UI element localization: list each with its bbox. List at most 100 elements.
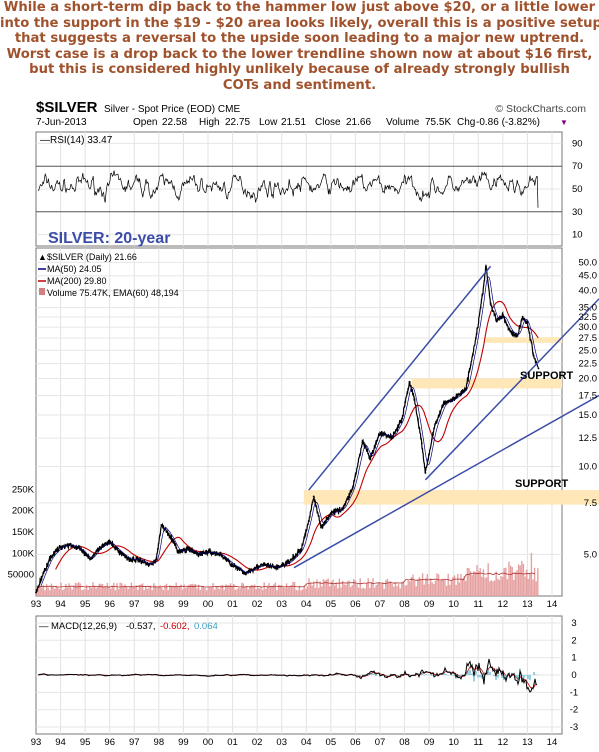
price-tick-label: 32.5 [579, 312, 598, 323]
year-tick-label: 94 [55, 599, 66, 610]
price-point [288, 561, 290, 564]
price-point [489, 303, 492, 305]
price-point [231, 564, 234, 566]
year-tick-label: 98 [154, 737, 165, 748]
trendline [424, 298, 599, 481]
macd-tick-label: 1 [571, 653, 576, 664]
year-tick-label: 96 [104, 599, 115, 610]
annotation-line: into the support in the $19 - $20 area l… [0, 15, 599, 31]
support-zone [411, 378, 562, 389]
year-tick-label: 95 [80, 599, 91, 610]
year-tick-label: 11 [473, 599, 483, 610]
year-tick-label: 04 [301, 599, 312, 610]
chg-label: Chg [457, 117, 475, 128]
macd-tick-label: 3 [571, 618, 576, 629]
volume-ema-line [36, 572, 536, 588]
year-tick-label: 97 [129, 599, 140, 610]
price-point [128, 558, 131, 561]
price-point [329, 512, 332, 515]
trendline [293, 394, 599, 569]
year-tick-label: 10 [448, 737, 459, 748]
year-tick-label: 02 [252, 737, 263, 748]
support-label-upper: SUPPORT [520, 370, 573, 382]
support-zones [303, 337, 599, 505]
volume-tick-label: 250K [12, 484, 35, 495]
rsi-tick-label: 50 [572, 184, 583, 195]
price-point [307, 520, 310, 522]
price-tick-label: 45.0 [579, 271, 598, 282]
x-axis-years: 93 94 95 96 97 98 99 00 01 02 03 04 05 06 07 08 09 10 11 12… [31, 599, 558, 610]
x-axis-years-bottom: 93 94 95 96 97 98 99 00 01 02 03 04 05 06 07 08 09 10 11 12… [31, 737, 558, 748]
price-point [509, 330, 512, 333]
price-tick-label: 7.5 [584, 498, 597, 509]
volume-tick-label: 50000 [8, 570, 34, 581]
macd-hist-value: 0.064 [194, 621, 218, 632]
price-point [197, 553, 200, 556]
macd-line [37, 658, 537, 693]
rsi-tick-label: 70 [572, 161, 583, 172]
year-tick-label: 08 [399, 599, 410, 610]
price-tick-label: 5.0 [584, 549, 597, 560]
year-tick-label: 00 [203, 599, 214, 610]
price-point [148, 564, 150, 566]
price-points [35, 265, 540, 594]
price-point [352, 486, 354, 488]
chg-down-icon: ▼ [560, 118, 568, 127]
price-axis: 5.0 7.5 10.0 12.5 15.0 17.5 20.0 22.5 25.027.530… [579, 257, 598, 560]
price-point [369, 458, 372, 460]
year-tick-label: 98 [154, 599, 165, 610]
price-point [275, 566, 278, 569]
close-label: Close [315, 117, 341, 128]
price-tick-label: 25.0 [579, 345, 598, 356]
rsi-tick-label: 30 [572, 207, 583, 218]
price-point [138, 558, 141, 561]
year-tick-label: 14 [547, 599, 558, 610]
price-point [118, 550, 121, 553]
year-tick-label: 93 [31, 599, 42, 610]
volume-tick-label: 150K [12, 527, 35, 538]
stockcharts-watermark: © StockCharts.com [495, 103, 586, 115]
price-point [177, 550, 180, 553]
year-tick-label: 01 [227, 737, 238, 748]
year-tick-label: 93 [31, 737, 42, 748]
price-point [59, 546, 62, 548]
macd-dash-icon: — [39, 621, 49, 632]
price-point [501, 314, 504, 316]
trendline [308, 265, 492, 491]
year-tick-label: 02 [252, 599, 263, 610]
rsi-tick-label: 90 [572, 138, 583, 149]
price-tick-label: 22.5 [579, 359, 598, 370]
support-label-lower: SUPPORT [515, 478, 568, 490]
rsi-dash-icon: — [40, 135, 50, 146]
legend-volume: Volume 75.47K, EMA(60) 48,194 [47, 288, 179, 298]
price-point [495, 320, 498, 322]
price-point [243, 572, 246, 575]
price-point [300, 548, 303, 551]
chart-title: SILVER: 20-year [48, 230, 170, 247]
price-tick-label: 17.5 [579, 390, 598, 401]
price-point [413, 398, 416, 401]
price-point [207, 550, 209, 553]
macd-tick-label: 0 [571, 670, 576, 681]
annotation-text: While a short-term dip back to the hamme… [0, 0, 599, 94]
price-point [526, 322, 529, 324]
price-point [187, 548, 190, 551]
price-point [219, 553, 222, 556]
price-point [424, 472, 427, 474]
support-zone [303, 490, 599, 505]
year-tick-label: 95 [80, 737, 91, 748]
price-point [532, 354, 535, 357]
annotation-line: that suggests a reversal to the upside s… [14, 31, 585, 47]
year-tick-label: 05 [326, 737, 337, 748]
year-tick-label: 99 [178, 737, 189, 748]
high-label: High [199, 117, 220, 128]
price-point [342, 507, 345, 510]
price-point [420, 442, 423, 445]
volume-bars [36, 552, 539, 596]
volume-axis: 250K 200K 150K 100K 50000 [8, 484, 35, 580]
year-tick-label: 00 [203, 737, 214, 748]
year-tick-label: 13 [522, 599, 533, 610]
price-point [160, 524, 163, 526]
year-tick-label: 12 [498, 737, 509, 748]
